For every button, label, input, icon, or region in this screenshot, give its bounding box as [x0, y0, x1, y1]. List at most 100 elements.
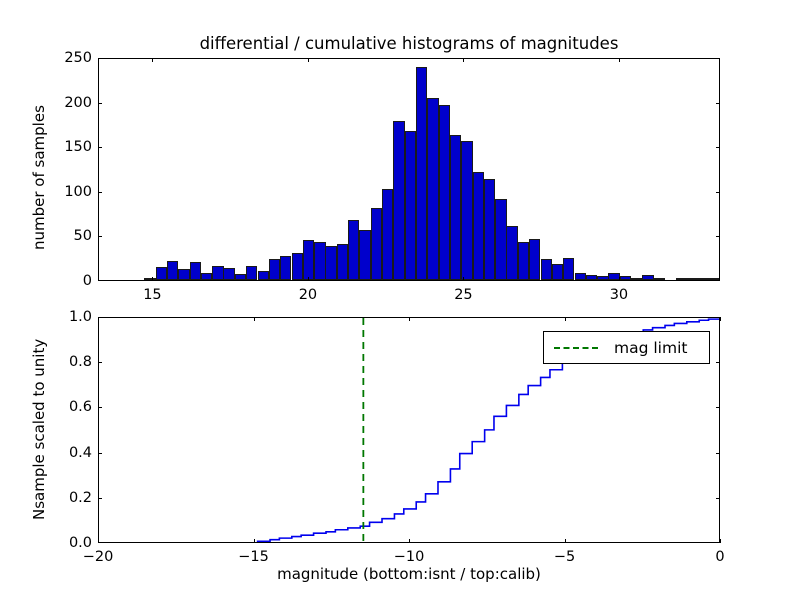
histogram-bar	[382, 189, 394, 280]
histogram-bar	[461, 140, 473, 280]
histogram-bar	[348, 220, 360, 280]
histogram-bar	[574, 272, 586, 280]
y-tick-label: 150	[64, 139, 92, 156]
histogram-bar	[438, 105, 450, 280]
y-tick	[716, 362, 720, 364]
legend-label-mag-limit: mag limit	[614, 338, 688, 357]
histogram-bar	[246, 265, 258, 280]
histogram-bar	[597, 275, 609, 280]
histogram-bar	[325, 246, 337, 280]
bottom-axes-xlabel: magnitude (bottom:isnt / top:calib)	[277, 565, 541, 583]
histogram-bar	[427, 98, 439, 280]
x-tick	[564, 539, 566, 543]
histogram-bar	[506, 226, 518, 280]
x-tick	[463, 277, 465, 281]
top-axes-ylabel: number of samples	[30, 105, 48, 250]
y-tick	[98, 236, 102, 238]
x-tick	[152, 58, 154, 62]
histogram-bar	[314, 241, 326, 280]
histogram-bar	[563, 257, 575, 280]
histogram-bar	[540, 258, 552, 280]
top-axes-differential-histogram	[98, 58, 720, 281]
x-tick	[98, 317, 99, 321]
y-tick	[98, 452, 102, 454]
x-tick	[618, 58, 620, 62]
histogram-bar	[415, 66, 428, 280]
histogram-bar	[653, 278, 666, 280]
x-tick	[409, 317, 410, 321]
histogram-bar	[698, 278, 711, 280]
histogram-bar	[631, 278, 643, 280]
x-tick	[564, 317, 566, 321]
histogram-bar	[449, 134, 462, 280]
histogram-bar	[370, 207, 383, 280]
y-tick-label: 200	[64, 94, 92, 111]
histogram-bar	[359, 230, 371, 280]
x-tick	[720, 539, 721, 543]
x-tick-label: −20	[82, 549, 114, 565]
histogram-bar	[608, 272, 620, 280]
histogram-bar	[676, 278, 688, 280]
histogram-bar	[302, 239, 314, 280]
y-tick-label: 1.0	[68, 309, 92, 325]
histogram-bar	[336, 244, 348, 280]
y-tick-label: 50	[73, 228, 92, 245]
y-tick-label: 0.4	[68, 444, 92, 461]
histogram-bar	[529, 238, 541, 280]
x-tick-label: 20	[298, 287, 318, 303]
x-tick-label: 0	[715, 549, 725, 565]
histogram-bar	[189, 262, 201, 280]
figure-title: differential / cumulative histograms of …	[199, 34, 619, 53]
histogram-plot-area	[99, 59, 719, 280]
histogram-bar	[291, 253, 303, 280]
x-tick	[618, 277, 620, 281]
x-tick	[253, 539, 255, 543]
x-tick-label: 15	[143, 287, 162, 303]
y-tick-label: 0.0	[68, 535, 92, 551]
legend[interactable]: mag limit	[543, 331, 710, 364]
histogram-bar	[687, 278, 700, 280]
x-tick	[307, 58, 309, 62]
x-tick	[720, 317, 721, 321]
histogram-bar	[472, 172, 484, 280]
x-tick	[409, 539, 410, 543]
x-tick-label: 25	[454, 287, 473, 303]
bottom-axes-ylabel: Nsample scaled to unity	[30, 338, 48, 520]
y-tick	[716, 236, 720, 238]
y-tick	[716, 102, 720, 104]
x-tick-label: 30	[609, 287, 629, 303]
y-tick	[716, 407, 720, 409]
histogram-bar	[178, 269, 190, 280]
x-tick	[152, 277, 154, 281]
y-tick-label: 0	[82, 273, 92, 289]
histogram-bar	[585, 274, 597, 280]
y-tick	[98, 191, 102, 193]
histogram-bar	[223, 267, 235, 280]
x-tick	[253, 317, 255, 321]
histogram-bar	[393, 121, 405, 280]
histogram-bar	[166, 261, 179, 280]
y-tick	[98, 497, 102, 499]
y-tick	[98, 407, 102, 409]
histogram-bar	[268, 258, 281, 280]
y-tick-label: 0.2	[68, 489, 92, 506]
y-tick	[98, 362, 102, 364]
x-tick-label: −5	[553, 549, 576, 565]
y-tick	[98, 147, 102, 149]
histogram-bar	[212, 265, 224, 280]
histogram-bar	[144, 278, 156, 280]
histogram-bar	[257, 271, 269, 280]
histogram-bar	[201, 272, 213, 280]
y-tick-label: 0.8	[68, 354, 92, 371]
y-tick	[98, 102, 102, 104]
histogram-bar	[404, 131, 416, 280]
histogram-bar	[619, 276, 631, 280]
y-tick	[716, 452, 720, 454]
y-tick-label: 0.6	[68, 399, 92, 416]
histogram-bar	[710, 278, 719, 280]
x-tick-label: −10	[393, 549, 425, 565]
x-tick	[463, 58, 465, 62]
histogram-bar	[642, 274, 654, 280]
histogram-bar	[517, 241, 530, 280]
